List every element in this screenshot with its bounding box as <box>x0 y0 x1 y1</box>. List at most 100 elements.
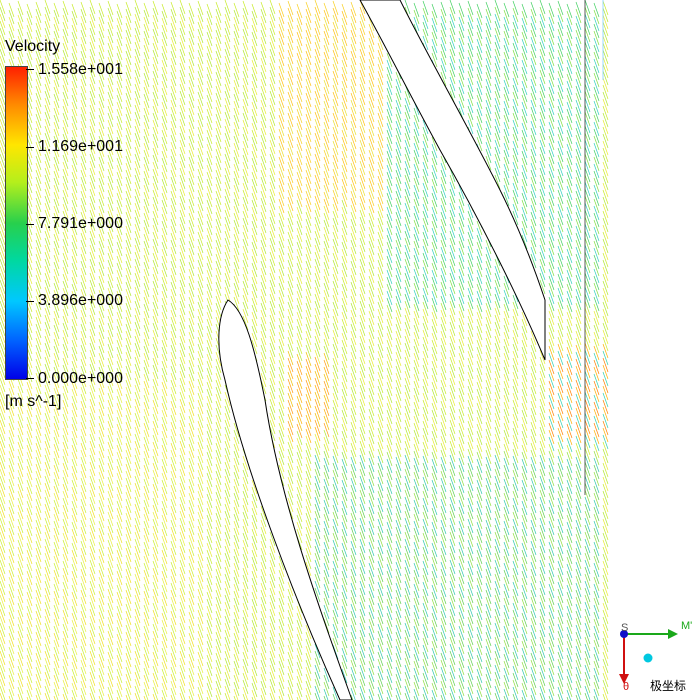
velocity-vector <box>458 198 465 214</box>
velocity-vector <box>593 30 600 46</box>
velocity-vector <box>89 230 96 246</box>
velocity-vector <box>35 197 42 213</box>
velocity-vector <box>287 133 294 149</box>
velocity-vector <box>233 247 240 263</box>
velocity-vector <box>431 262 438 278</box>
velocity-vector <box>89 223 96 239</box>
velocity-vector <box>314 237 321 253</box>
velocity-vector <box>179 146 186 162</box>
velocity-vector <box>566 66 573 82</box>
velocity-vector <box>242 245 249 261</box>
velocity-vector <box>350 57 357 73</box>
velocity-vector <box>512 105 519 121</box>
velocity-vector <box>422 0 429 16</box>
velocity-vector <box>287 252 294 268</box>
velocity-vector <box>242 133 249 149</box>
velocity-vector <box>197 182 204 198</box>
velocity-vector <box>332 70 339 86</box>
velocity-vector <box>539 13 546 29</box>
velocity-vector <box>305 204 312 220</box>
velocity-vector <box>242 126 249 142</box>
velocity-vector <box>548 58 555 74</box>
velocity-vector <box>269 125 276 141</box>
velocity-vector <box>350 183 357 199</box>
velocity-vector <box>584 41 591 57</box>
velocity-vector <box>593 184 600 200</box>
velocity-vector <box>368 191 375 207</box>
velocity-vector <box>413 107 420 123</box>
velocity-vector <box>143 44 150 60</box>
velocity-vector <box>350 246 357 262</box>
velocity-vector <box>98 44 105 60</box>
velocity-vector <box>62 140 69 156</box>
velocity-vector <box>260 155 267 171</box>
velocity-vector <box>71 31 78 47</box>
velocity-vector <box>332 84 339 100</box>
velocity-vector <box>584 97 591 113</box>
velocity-vector <box>377 231 384 247</box>
velocity-vector <box>557 98 564 114</box>
velocity-vector <box>548 240 555 256</box>
velocity-vector <box>575 113 582 129</box>
velocity-vector <box>503 2 510 18</box>
velocity-vector <box>278 44 285 60</box>
velocity-vector <box>350 127 357 143</box>
velocity-vector <box>305 225 312 241</box>
velocity-vector <box>431 192 438 208</box>
velocity-vector <box>80 1 87 17</box>
velocity-vector <box>485 92 492 108</box>
velocity-vector <box>584 132 591 148</box>
velocity-vector <box>413 2 420 18</box>
velocity-vector <box>512 112 519 128</box>
velocity-vector <box>341 220 348 236</box>
velocity-vector <box>449 223 456 239</box>
velocity-vector <box>251 17 258 33</box>
velocity-vector <box>152 98 159 114</box>
velocity-vector <box>494 34 501 50</box>
velocity-vector <box>467 77 474 93</box>
velocity-vector <box>161 115 168 131</box>
velocity-vector <box>521 31 528 47</box>
velocity-vector <box>539 209 546 225</box>
velocity-vector <box>53 86 60 102</box>
velocity-vector <box>557 49 564 65</box>
velocity-vector <box>593 219 600 235</box>
velocity-vector <box>134 174 141 190</box>
velocity-vector <box>350 92 357 108</box>
velocity-vector <box>287 140 294 156</box>
velocity-vector <box>287 217 294 233</box>
velocity-vector <box>89 111 96 127</box>
velocity-vector <box>242 224 249 240</box>
velocity-vector <box>53 16 60 32</box>
velocity-vector <box>116 59 123 75</box>
velocity-vector <box>143 191 150 207</box>
velocity-vector <box>368 261 375 277</box>
velocity-vector <box>404 209 411 225</box>
velocity-vector <box>521 199 528 215</box>
velocity-vector <box>557 70 564 86</box>
velocity-vector <box>125 22 132 38</box>
velocity-vector <box>458 44 465 60</box>
velocity-vector <box>269 188 276 204</box>
velocity-vector <box>377 161 384 177</box>
velocity-vector <box>278 23 285 39</box>
velocity-vector <box>188 261 195 277</box>
velocity-vector <box>539 118 546 134</box>
velocity-vector <box>368 156 375 172</box>
velocity-vector <box>134 62 141 78</box>
velocity-vector <box>251 45 258 61</box>
velocity-vector <box>98 156 105 172</box>
velocity-vector <box>125 64 132 80</box>
velocity-vector <box>188 2 195 18</box>
velocity-vector <box>62 161 69 177</box>
velocity-vector <box>62 196 69 212</box>
velocity-vector <box>116 206 123 222</box>
velocity-vector <box>350 204 357 220</box>
velocity-vector <box>224 244 231 260</box>
velocity-vector <box>467 49 474 65</box>
velocity-vector <box>368 219 375 235</box>
velocity-vector <box>566 80 573 96</box>
velocity-vector <box>494 0 501 15</box>
velocity-vector <box>305 141 312 157</box>
